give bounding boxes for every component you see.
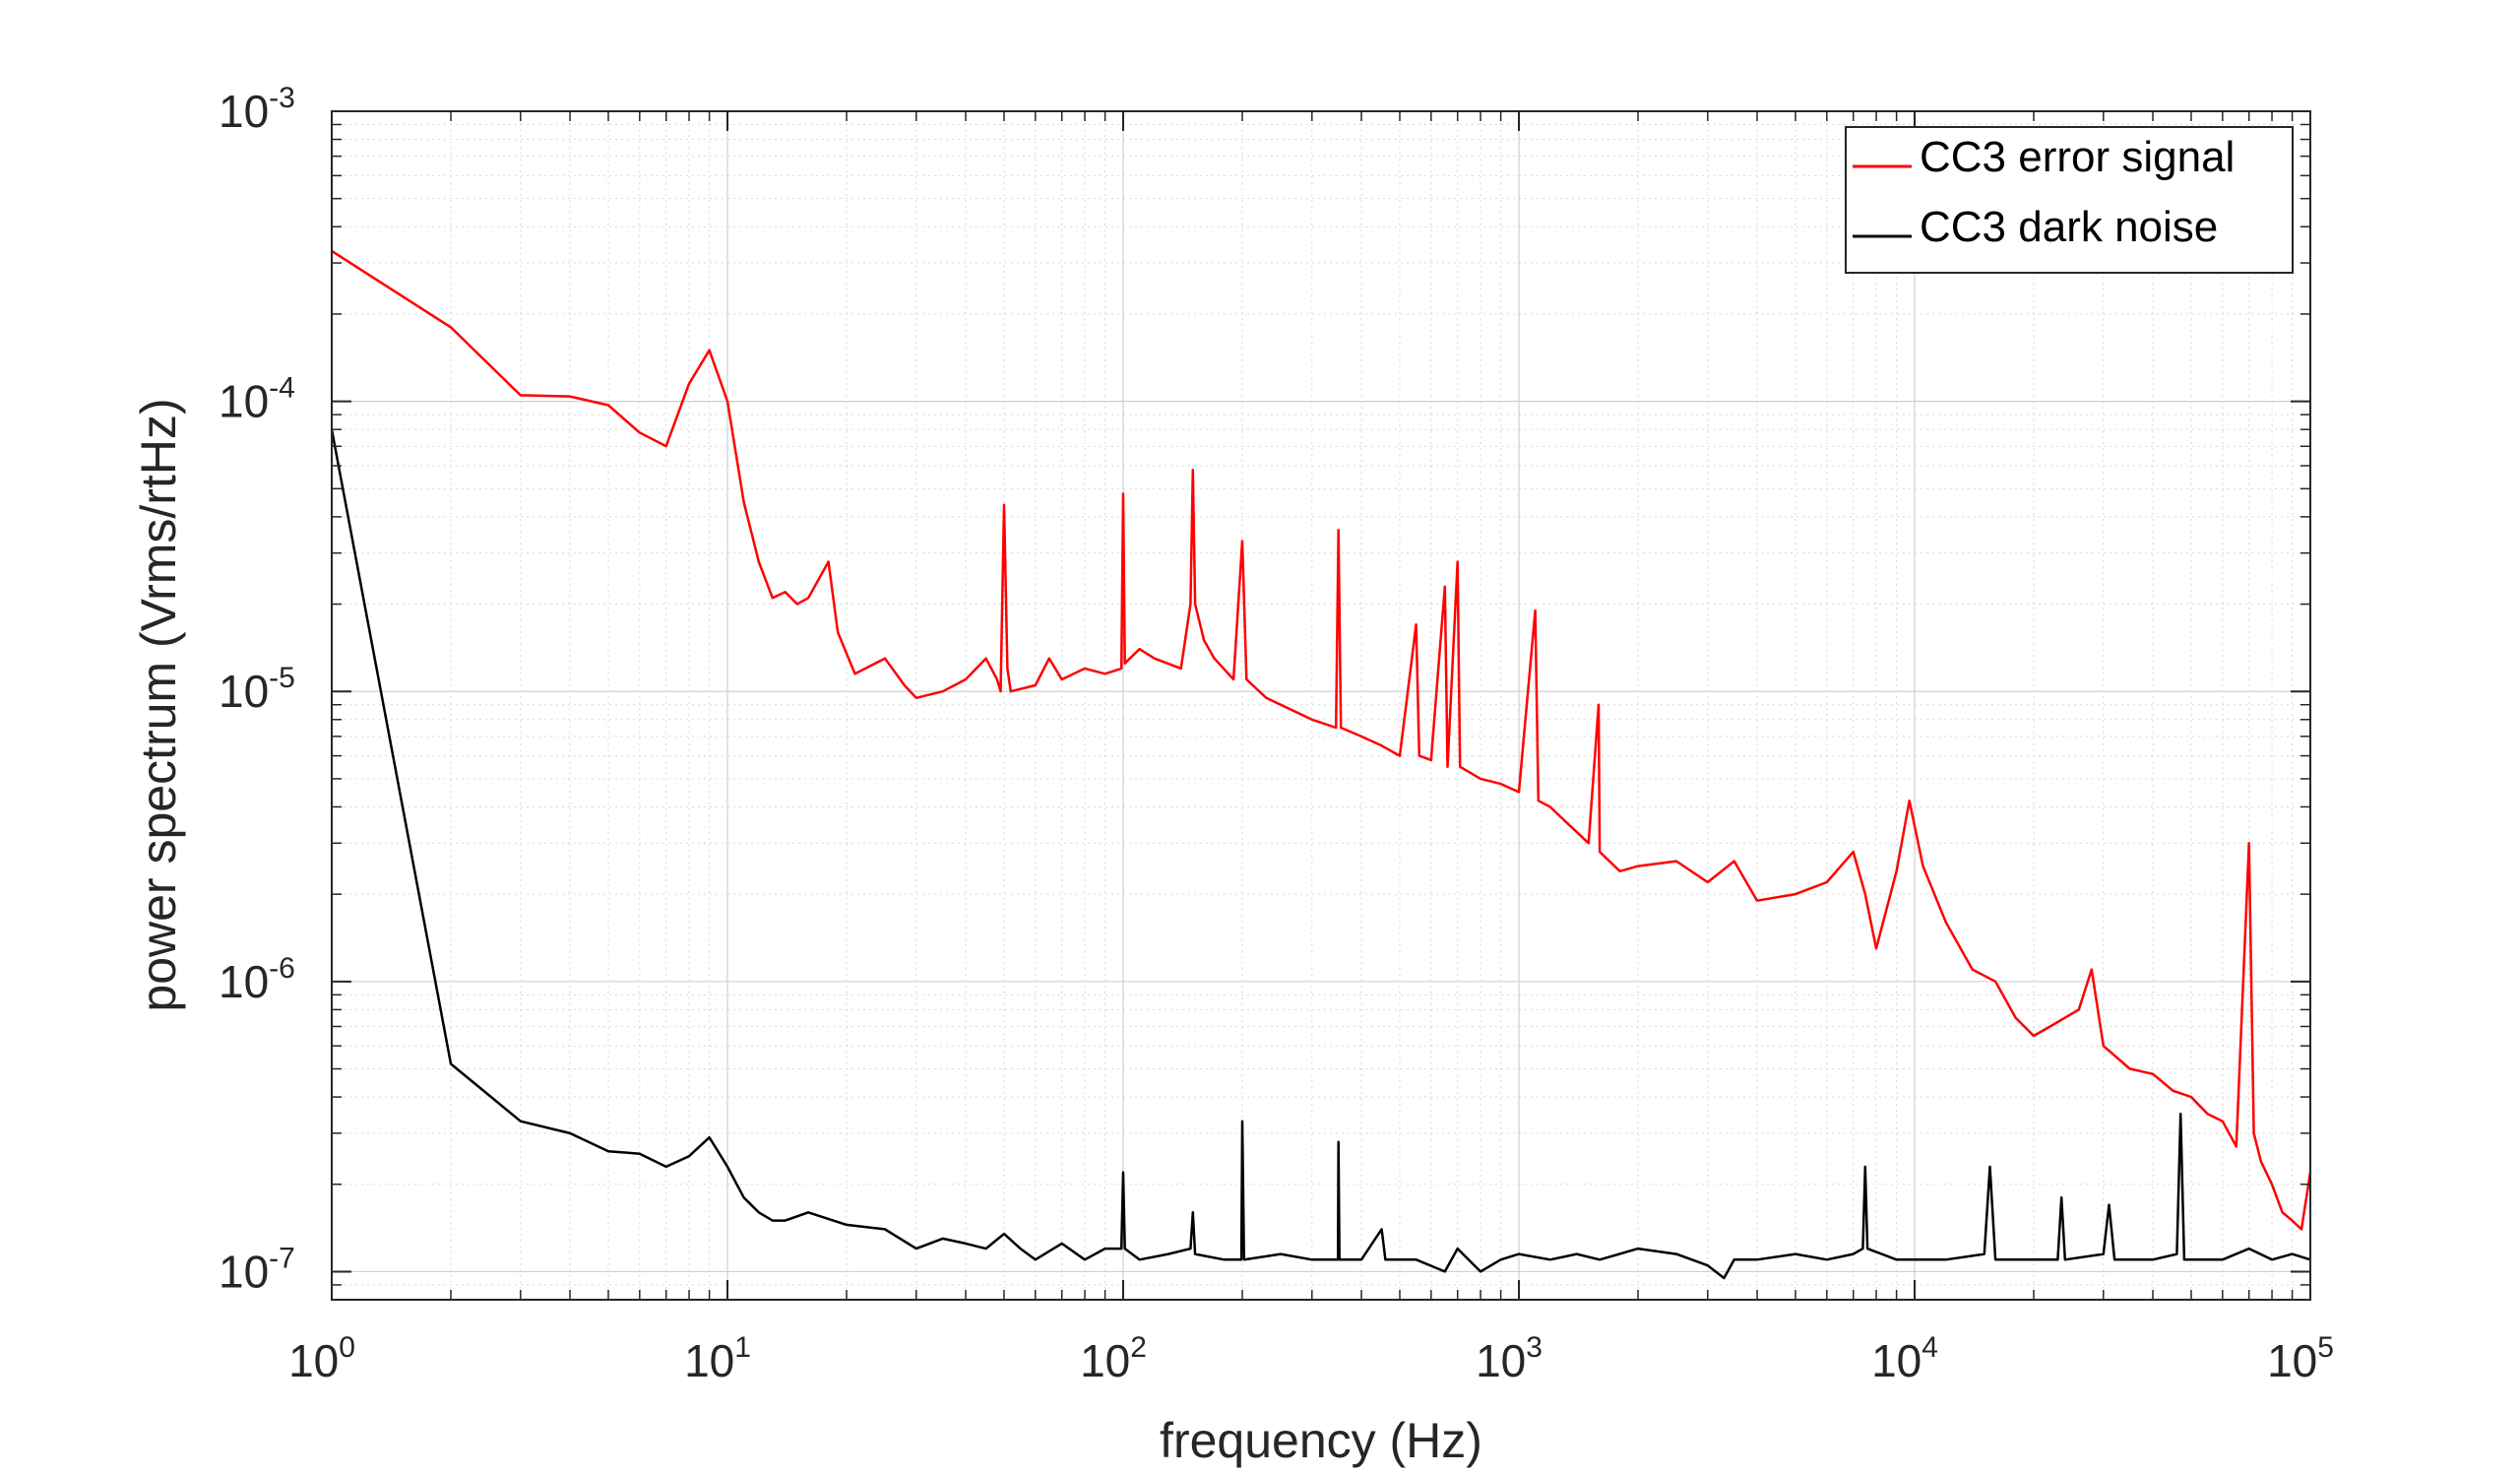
legend: CC3 error signal CC3 dark noise bbox=[1845, 126, 2294, 274]
y-tick-label: 10-6 bbox=[219, 952, 295, 1007]
plot-area-background bbox=[332, 111, 2310, 1300]
series-line-error-signal bbox=[331, 249, 2312, 1231]
plot-area-frame bbox=[331, 110, 2311, 1301]
x-tick-label: 103 bbox=[1476, 1331, 1543, 1386]
legend-box bbox=[1845, 126, 2294, 274]
y-tick-labels: 10-7 10-6 10-5 10-4 10-3 bbox=[219, 82, 295, 1297]
x-tick-label: 101 bbox=[684, 1331, 751, 1386]
x-tick-label: 100 bbox=[288, 1331, 355, 1386]
y-tick-label: 10-5 bbox=[219, 662, 295, 717]
y-tick-label: 10-3 bbox=[219, 82, 295, 137]
x-axis-label: frequency (Hz) bbox=[1160, 1413, 1482, 1468]
x-tick-labels: 100 101 102 103 104 105 bbox=[288, 1331, 2334, 1386]
legend-label-dark-noise: CC3 dark noise bbox=[1920, 203, 2218, 251]
series-layer bbox=[330, 249, 2312, 1280]
y-tick-label: 10-4 bbox=[219, 372, 295, 427]
x-tick-label: 102 bbox=[1080, 1331, 1147, 1386]
x-tick-label: 104 bbox=[1871, 1331, 1938, 1386]
tick-marks bbox=[331, 110, 2311, 1300]
series-line-dark-noise bbox=[330, 428, 2311, 1280]
legend-label-error-signal: CC3 error signal bbox=[1920, 133, 2235, 181]
y-axis-label: power spectrum (Vrms/rtHz) bbox=[131, 398, 186, 1011]
y-tick-label: 10-7 bbox=[219, 1242, 295, 1297]
x-tick-label: 105 bbox=[2267, 1331, 2334, 1386]
